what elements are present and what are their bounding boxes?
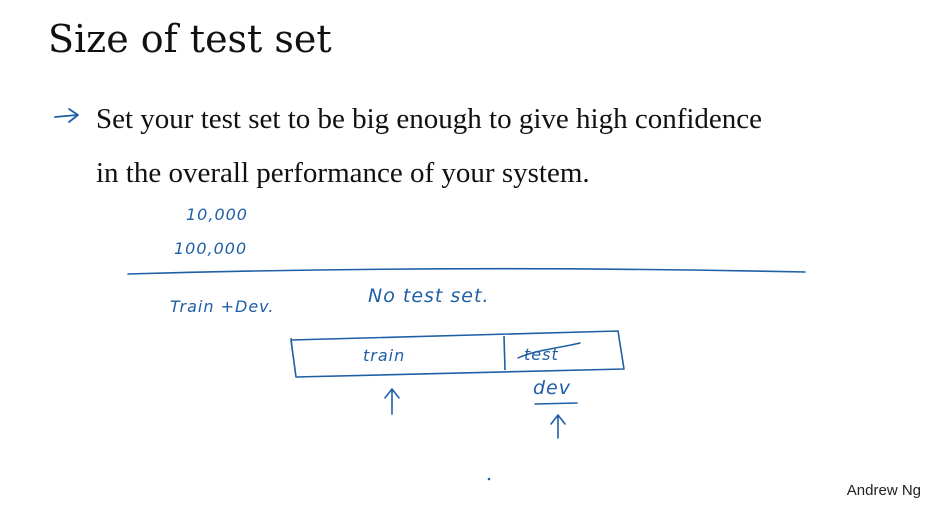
annotation-10000: 10,000: [186, 205, 248, 224]
annotation-no-test-set: No test set.: [368, 285, 489, 307]
split-divider: [503, 335, 506, 371]
annotation-train-dev: Train +Dev.: [170, 297, 274, 316]
dev-label: dev: [533, 377, 571, 399]
annotation-100000: 100,000: [174, 239, 247, 258]
bullet-text: Set your test set to be big enough to gi…: [96, 92, 926, 200]
train-label: train: [363, 346, 405, 365]
arrow-up-icon: [384, 388, 400, 415]
bullet-line-1: Set your test set to be big enough to gi…: [96, 103, 763, 135]
split-divider: [290, 337, 293, 348]
author-credit: Andrew Ng: [846, 482, 921, 499]
test-strikethrough: [517, 342, 581, 359]
ink-dot: [487, 477, 491, 481]
arrow-up-icon: [550, 414, 566, 439]
dev-underline: [534, 402, 578, 405]
divider-line: [127, 267, 806, 275]
slide-title: Size of test set: [48, 17, 332, 61]
handwritten-arrow-icon: [54, 108, 79, 123]
split-box: [290, 330, 625, 378]
bullet-line-2: in the overall performance of your syste…: [96, 157, 590, 189]
